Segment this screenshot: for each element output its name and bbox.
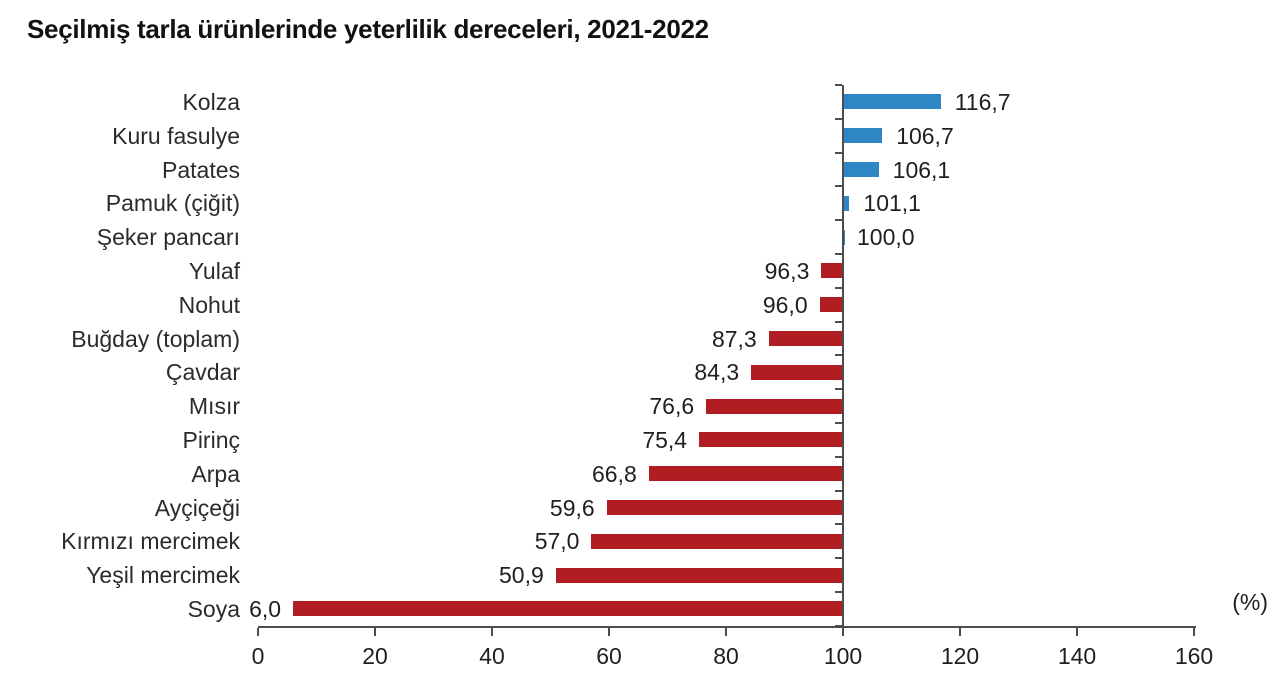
value-label: 116,7 (954, 88, 1011, 115)
bar (606, 500, 843, 515)
category-axis-tick (835, 117, 842, 120)
x-axis-tick (959, 628, 961, 636)
bar (555, 567, 843, 583)
category-label: Pirinç (182, 426, 240, 453)
x-axis-line (258, 626, 1196, 628)
chart-title: Seçilmiş tarla ürünlerinde yeterlilik de… (27, 14, 709, 44)
x-axis-tick (842, 628, 844, 636)
x-tick-label: 140 (1057, 643, 1097, 669)
bar (293, 601, 843, 617)
category-axis-tick (835, 84, 842, 86)
x-tick-label: 40 (479, 643, 505, 669)
x-tick-label: 80 (713, 643, 739, 669)
category-axis-tick (835, 557, 842, 560)
bar (843, 94, 941, 110)
bar (843, 229, 845, 245)
x-axis-tick (1193, 628, 1195, 636)
x-tick-label: 100 (823, 643, 863, 669)
value-label: 75,4 (642, 426, 688, 453)
category-label: Kolza (182, 88, 240, 115)
x-axis-tick (491, 628, 493, 636)
category-label: Nohut (178, 291, 240, 318)
category-label: Kırmızı mercimek (61, 528, 240, 555)
value-label: 100,0 (857, 224, 915, 251)
category-label: Şeker pancarı (96, 224, 240, 251)
bar (821, 263, 843, 279)
value-label: 59,6 (549, 494, 595, 521)
value-label: 106,1 (892, 156, 951, 183)
category-label: Patates (162, 156, 240, 183)
value-label: 50,9 (499, 562, 544, 589)
bar (591, 533, 843, 549)
category-label: Yeşil mercimek (86, 562, 240, 589)
bar (706, 398, 843, 414)
category-label: Arpa (191, 460, 240, 487)
axis-unit-label: (%) (1232, 589, 1268, 615)
value-label: 84,3 (694, 359, 740, 386)
category-axis-tick (835, 185, 842, 188)
category-axis-tick (835, 253, 842, 255)
value-label: 96,3 (764, 257, 810, 284)
x-axis-tick (374, 628, 376, 636)
value-label: 66,8 (592, 460, 637, 487)
bar (819, 297, 843, 313)
value-label: 106,7 (896, 122, 954, 149)
category-label: Mısır (188, 393, 240, 420)
category-axis-tick (835, 489, 842, 492)
x-tick-label: 20 (362, 643, 388, 669)
value-label: 101,1 (863, 190, 921, 217)
bar (843, 195, 850, 211)
category-label: Soya (187, 595, 240, 622)
category-axis-tick (835, 388, 842, 391)
category-label: Ayçiçeği (154, 494, 240, 521)
category-label: Çavdar (165, 359, 240, 386)
bar (843, 128, 883, 144)
bar (843, 162, 879, 177)
category-axis-tick (835, 455, 842, 458)
x-axis-tick (725, 628, 727, 636)
category-axis-tick (835, 151, 842, 154)
category-axis-line (842, 85, 844, 628)
value-label: 96,0 (762, 291, 808, 318)
category-axis-tick (835, 286, 842, 289)
category-axis-tick (835, 624, 842, 627)
x-axis-tick (608, 628, 610, 636)
x-tick-label: 120 (940, 643, 980, 669)
value-label: 76,6 (649, 393, 695, 420)
x-tick-label: 160 (1174, 643, 1214, 669)
x-axis-tick (257, 628, 259, 636)
category-label: Kuru fasulye (112, 122, 240, 149)
category-axis-tick (835, 422, 842, 424)
bar (751, 364, 843, 380)
category-axis-tick (835, 320, 842, 323)
x-tick-label: 0 (251, 643, 265, 669)
bar (768, 331, 843, 346)
x-axis-tick (1076, 628, 1078, 636)
value-label: 6,0 (249, 595, 282, 622)
category-label: Buğday (toplam) (71, 325, 240, 352)
bar (699, 432, 843, 448)
category-axis-tick (835, 354, 842, 357)
value-label: 57,0 (534, 528, 580, 555)
category-axis-tick (835, 523, 842, 526)
category-axis-tick (835, 219, 842, 222)
category-label: Yulaf (188, 257, 240, 284)
x-tick-label: 60 (596, 643, 622, 669)
value-label: 87,3 (711, 325, 757, 352)
category-axis-tick (835, 591, 842, 593)
category-label: Pamuk (çiğit) (105, 190, 240, 217)
bar (648, 466, 843, 482)
